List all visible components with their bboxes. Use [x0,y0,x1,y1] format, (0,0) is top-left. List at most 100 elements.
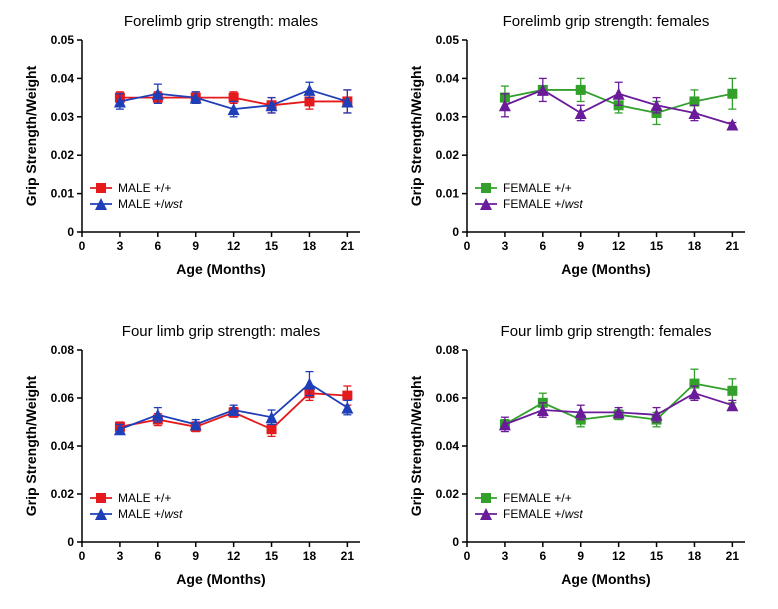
chart-svg-forelimb-females: Forelimb grip strength: females 0 3 6 9 12 15 1… [405,10,755,280]
x-tick-label: 21 [726,239,740,253]
x-tick-label: 3 [117,549,124,563]
y-tick-label: 0.08 [51,343,75,357]
x-tick-label: 9 [577,549,584,563]
data-marker [613,88,625,100]
chart-svg-fourlimb-females: Four limb grip strength: females 0 3 6 9 12 15… [405,320,755,590]
x-tick-label: 18 [688,239,702,253]
x-tick-label: 9 [192,549,199,563]
data-marker [575,107,587,119]
x-tick-label: 6 [539,549,546,563]
x-tick-label: 18 [688,549,702,563]
y-tick-label: 0.08 [436,343,460,357]
x-axis-label: Age (Months) [561,571,650,587]
y-tick-label: 0 [452,535,459,549]
data-marker [96,183,106,193]
y-tick-label: 0.03 [51,110,75,124]
x-tick-label: 18 [303,239,317,253]
x-tick-label: 15 [650,549,664,563]
x-tick-label: 12 [227,239,241,253]
chart-svg-fourlimb-males: Four limb grip strength: males 0 3 6 9 12 15 18… [20,320,370,590]
chart-title: Forelimb grip strength: males [124,13,318,30]
data-marker [303,84,315,96]
x-tick-label: 21 [341,239,355,253]
data-marker [96,493,106,503]
legend-label: MALE +/+ [118,491,171,505]
x-tick-label: 0 [79,549,86,563]
x-tick-label: 12 [612,549,626,563]
x-tick-label: 3 [117,239,124,253]
data-marker [576,85,586,95]
y-tick-label: 0.02 [436,148,460,162]
data-marker [688,387,700,399]
x-tick-label: 0 [464,239,471,253]
legend-label: MALE +/+ [118,181,171,195]
y-tick-label: 0 [67,535,74,549]
y-tick-label: 0.04 [51,439,75,453]
data-marker [481,183,491,193]
y-tick-label: 0.02 [51,487,75,501]
legend-label: FEMALE +/wst [503,197,583,211]
y-axis-label: Grip Strength/Weight [23,375,39,516]
y-tick-label: 0.05 [51,33,75,47]
legend-label: FEMALE +/+ [503,491,572,505]
x-tick-label: 9 [577,239,584,253]
y-tick-label: 0.02 [51,148,75,162]
x-tick-label: 18 [303,549,317,563]
data-marker [727,89,737,99]
x-tick-label: 6 [154,239,161,253]
y-tick-label: 0.06 [436,391,460,405]
x-tick-label: 15 [265,239,279,253]
data-marker [267,424,277,434]
data-marker [726,118,738,130]
data-marker [481,493,491,503]
y-tick-label: 0.04 [436,439,460,453]
legend-label: FEMALE +/+ [503,181,572,195]
y-tick-label: 0.06 [51,391,75,405]
y-axis-label: Grip Strength/Weight [408,65,424,206]
x-tick-label: 15 [650,239,664,253]
x-tick-label: 21 [726,549,740,563]
x-tick-label: 21 [341,549,355,563]
x-tick-label: 3 [502,549,509,563]
panel-forelimb-females: Forelimb grip strength: females 0 3 6 9 12 15 1… [405,10,755,280]
y-axis-label: Grip Strength/Weight [408,375,424,516]
chart-title: Four limb grip strength: males [122,323,320,340]
y-tick-label: 0.04 [436,71,460,85]
x-tick-label: 0 [464,549,471,563]
y-tick-label: 0 [67,225,74,239]
x-tick-label: 15 [265,549,279,563]
x-tick-label: 3 [502,239,509,253]
chart-title: Four limb grip strength: females [501,323,712,340]
chart-svg-forelimb-males: Forelimb grip strength: males 0 3 6 9 12 15 18 2… [20,10,370,280]
data-marker [341,402,353,414]
x-tick-label: 0 [79,239,86,253]
panel-fourlimb-females: Four limb grip strength: females 0 3 6 9 12 15… [405,320,755,590]
y-tick-label: 0.04 [51,71,75,85]
x-tick-label: 6 [154,549,161,563]
x-axis-label: Age (Months) [176,571,265,587]
y-tick-label: 0.03 [436,110,460,124]
y-tick-label: 0 [452,225,459,239]
y-tick-label: 0.01 [51,187,75,201]
legend-label: FEMALE +/wst [503,507,583,521]
panel-forelimb-males: Forelimb grip strength: males 0 3 6 9 12 15 18 2… [20,10,370,280]
x-tick-label: 6 [539,239,546,253]
data-marker [727,386,737,396]
x-tick-label: 9 [192,239,199,253]
x-axis-label: Age (Months) [176,261,265,277]
y-axis-label: Grip Strength/Weight [23,65,39,206]
x-tick-label: 12 [612,239,626,253]
x-tick-label: 12 [227,549,241,563]
legend-label: MALE +/wst [118,507,183,521]
figure-grid: Forelimb grip strength: males 0 3 6 9 12 15 18 2… [0,0,778,609]
data-marker [342,391,352,401]
y-tick-label: 0.05 [436,33,460,47]
y-tick-label: 0.01 [436,187,460,201]
y-tick-label: 0.02 [436,487,460,501]
data-marker [303,378,315,390]
panel-fourlimb-males: Four limb grip strength: males 0 3 6 9 12 15 18… [20,320,370,590]
legend-label: MALE +/wst [118,197,183,211]
data-marker [726,399,738,411]
x-axis-label: Age (Months) [561,261,650,277]
chart-title: Forelimb grip strength: females [503,13,710,30]
